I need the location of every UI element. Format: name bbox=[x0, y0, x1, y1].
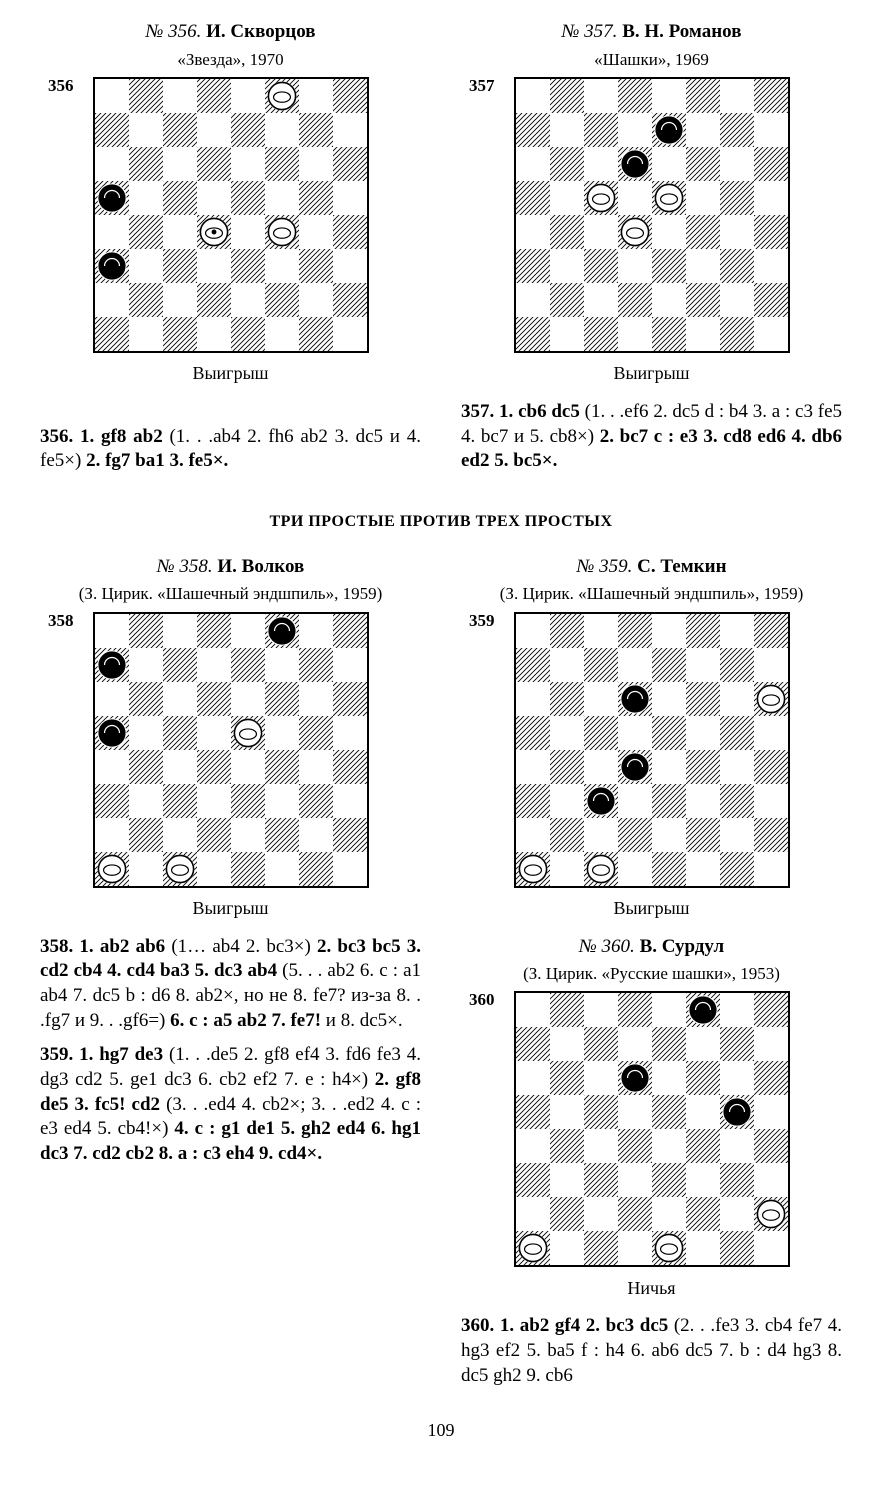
caption-358: Выигрыш bbox=[40, 897, 421, 920]
diagram-357: 357 bbox=[461, 77, 842, 361]
header-360: № 360. В. Сурдул bbox=[461, 935, 842, 960]
board-359 bbox=[514, 612, 790, 888]
author-359: С. Темкин bbox=[637, 556, 726, 577]
board-357 bbox=[514, 77, 790, 353]
caption-356: Выигрыш bbox=[40, 362, 421, 385]
caption-360: Ничья bbox=[461, 1277, 842, 1300]
num-358: № 358. bbox=[157, 556, 213, 577]
sol-col-356: 356. 1. gf8 ab2 (1. . .ab4 2. fh6 ab2 3.… bbox=[40, 400, 421, 484]
diagram-360: 360 bbox=[461, 991, 842, 1275]
diagram-356: 356 bbox=[40, 77, 421, 361]
solution-356: 356. 1. gf8 ab2 (1. . .ab4 2. fh6 ab2 3.… bbox=[40, 425, 421, 474]
board-360 bbox=[514, 991, 790, 1267]
diagram-358: 358 bbox=[40, 612, 421, 896]
num-360: № 360. bbox=[579, 936, 635, 957]
diag-label-359: 359 bbox=[469, 610, 495, 632]
header-357: № 357. В. Н. Романов bbox=[461, 20, 842, 45]
col-360: № 360. В. Сурдул (З. Цирик. «Русские шаш… bbox=[461, 935, 842, 1399]
solution-357: 357. 1. cb6 dc5 (1. . .ef6 2. dc5 d : b4… bbox=[461, 400, 842, 474]
source-357: «Шашки», 1969 bbox=[461, 49, 842, 71]
author-356: И. Скворцов bbox=[206, 21, 315, 42]
diag-label-358: 358 bbox=[48, 610, 74, 632]
author-357: В. Н. Романов bbox=[622, 21, 741, 42]
diag-label-357: 357 bbox=[469, 75, 495, 97]
source-356: «Звезда», 1970 bbox=[40, 49, 421, 71]
col-solutions-358-359: 358. 1. ab2 ab6 (1… ab4 2. bc3×) 2. bc3 … bbox=[40, 935, 421, 1399]
row-headers-2: № 358. И. Волков (З. Цирик. «Шашечный эн… bbox=[40, 555, 842, 935]
header-358: № 358. И. Волков bbox=[40, 555, 421, 580]
diagram-359: 359 bbox=[461, 612, 842, 896]
section-title: ТРИ ПРОСТЫЕ ПРОТИВ ТРЕХ ПРОСТЫХ bbox=[40, 512, 842, 533]
board-356 bbox=[93, 77, 369, 353]
num-357: № 357. bbox=[562, 21, 618, 42]
sol-col-357: 357. 1. cb6 dc5 (1. . .ef6 2. dc5 d : b4… bbox=[461, 400, 842, 484]
diag-label-356: 356 bbox=[48, 75, 74, 97]
author-360: В. Сурдул bbox=[640, 936, 725, 957]
col-358: № 358. И. Волков (З. Цирик. «Шашечный эн… bbox=[40, 555, 421, 935]
source-359: (З. Цирик. «Шашечный эндшпиль», 1959) bbox=[461, 583, 842, 605]
board-358 bbox=[93, 612, 369, 888]
row-bottom: 358. 1. ab2 ab6 (1… ab4 2. bc3×) 2. bc3 … bbox=[40, 935, 842, 1399]
header-359: № 359. С. Темкин bbox=[461, 555, 842, 580]
caption-357: Выигрыш bbox=[461, 362, 842, 385]
col-357: № 357. В. Н. Романов «Шашки», 1969 357 В… bbox=[461, 20, 842, 400]
caption-359: Выигрыш bbox=[461, 897, 842, 920]
header-356: № 356. И. Скворцов bbox=[40, 20, 421, 45]
row-solutions-1: 356. 1. gf8 ab2 (1. . .ab4 2. fh6 ab2 3.… bbox=[40, 400, 842, 484]
solution-360: 360. 1. ab2 gf4 2. bc3 dc5 (2. . .fe3 3.… bbox=[461, 1314, 842, 1388]
source-360: (З. Цирик. «Русские шашки», 1953) bbox=[461, 963, 842, 985]
diag-label-360: 360 bbox=[469, 989, 495, 1011]
page-number: 109 bbox=[40, 1419, 842, 1442]
col-359: № 359. С. Темкин (З. Цирик. «Шашечный эн… bbox=[461, 555, 842, 935]
num-359: № 359. bbox=[576, 556, 632, 577]
row-headers-1: № 356. И. Скворцов «Звезда», 1970 356 Вы… bbox=[40, 20, 842, 400]
solution-359: 359. 1. hg7 de3 (1. . .de5 2. gf8 ef4 3.… bbox=[40, 1043, 421, 1166]
solution-358: 358. 1. ab2 ab6 (1… ab4 2. bc3×) 2. bc3 … bbox=[40, 935, 421, 1034]
col-356: № 356. И. Скворцов «Звезда», 1970 356 Вы… bbox=[40, 20, 421, 400]
author-358: И. Волков bbox=[217, 556, 304, 577]
num-356: № 356. bbox=[145, 21, 201, 42]
source-358: (З. Цирик. «Шашечный эндшпиль», 1959) bbox=[40, 583, 421, 605]
